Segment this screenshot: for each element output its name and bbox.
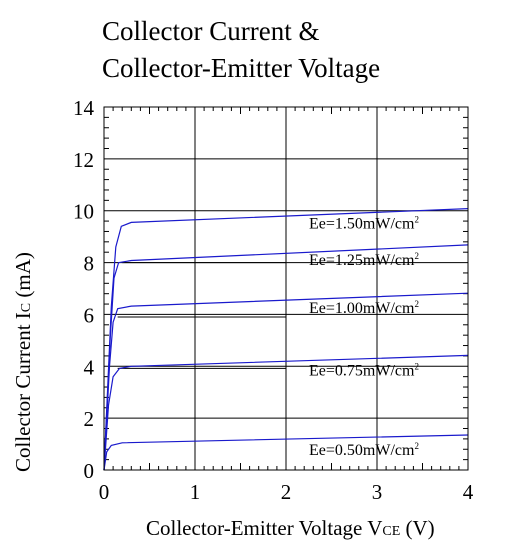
series-label-0: Ee=0.50mW/cm2 xyxy=(309,441,419,459)
series-label-superscript: 2 xyxy=(414,215,419,225)
series-label-2: Ee=1.00mW/cm2 xyxy=(309,299,419,317)
series-label-1: Ee=0.75mW/cm2 xyxy=(309,361,419,379)
series-line-4 xyxy=(103,208,469,471)
x-tick-label-0: 0 xyxy=(99,480,110,504)
x-axis-title: Collector-Emitter Voltage VCE (V) xyxy=(146,516,435,540)
y-axis-title-unit: (mA) xyxy=(11,252,35,303)
y-tick-label-4: 8 xyxy=(84,252,95,276)
grid xyxy=(103,106,469,471)
x-tick-label-3: 3 xyxy=(372,480,383,504)
plot-frame xyxy=(103,106,469,471)
y-tick-label-7: 14 xyxy=(73,96,95,120)
series-label-text: Ee=1.50mW/cm xyxy=(309,216,415,233)
series-label-text: Ee=0.75mW/cm xyxy=(309,362,415,379)
series-label-superscript: 2 xyxy=(414,299,419,309)
reference-lines xyxy=(117,262,286,369)
chart-title: Collector Current & Collector-Emitter Vo… xyxy=(102,16,380,83)
y-tick-label-1: 2 xyxy=(84,407,95,431)
series-labels: Ee=0.50mW/cm2Ee=0.75mW/cm2Ee=1.00mW/cm2E… xyxy=(309,215,419,459)
x-axis-title-unit: (V) xyxy=(400,516,434,540)
minor-ticks xyxy=(104,107,468,470)
y-tick-label-2: 4 xyxy=(84,355,95,379)
y-tick-label-6: 12 xyxy=(73,148,94,172)
title-line-2: Collector-Emitter Voltage xyxy=(102,53,380,83)
series-label-superscript: 2 xyxy=(414,441,419,451)
x-tick-label-2: 2 xyxy=(281,480,292,504)
y-tick-labels: 0 2 4 6 8 10 12 14 xyxy=(73,96,95,483)
series-lines xyxy=(103,208,469,471)
x-axis-title-main: Collector-Emitter Voltage V xyxy=(146,516,382,540)
x-tick-label-4: 4 xyxy=(463,480,474,504)
series-line-1 xyxy=(103,354,469,471)
y-axis-title-sub: C xyxy=(19,303,34,312)
series-line-0 xyxy=(103,434,469,471)
title-line-1: Collector Current & xyxy=(102,16,319,46)
series-label-3: Ee=1.25mW/cm2 xyxy=(309,251,419,269)
series-label-text: Ee=0.50mW/cm xyxy=(309,442,415,459)
series-label-4: Ee=1.50mW/cm2 xyxy=(309,215,419,233)
x-tick-label-1: 1 xyxy=(190,480,201,504)
series-label-superscript: 2 xyxy=(414,361,419,371)
y-tick-label-5: 10 xyxy=(73,200,94,224)
x-tick-labels: 0 1 2 3 4 xyxy=(99,480,474,504)
y-axis-title: Collector Current IC (mA) xyxy=(11,252,35,472)
series-label-text: Ee=1.00mW/cm xyxy=(309,300,415,317)
y-tick-label-3: 6 xyxy=(84,303,95,327)
series-label-superscript: 2 xyxy=(414,251,419,261)
series-label-text: Ee=1.25mW/cm xyxy=(309,252,415,269)
y-axis-title-main: Collector Current I xyxy=(11,312,35,472)
x-axis-title-sub: CE xyxy=(382,524,400,539)
y-tick-label-0: 0 xyxy=(84,459,95,483)
